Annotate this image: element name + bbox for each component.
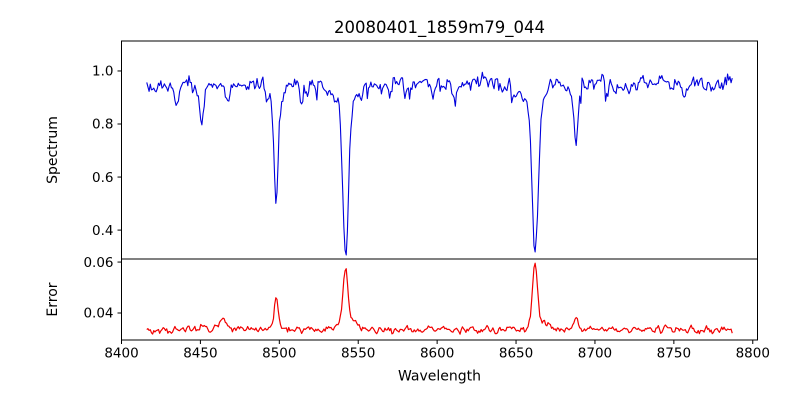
spectrum-y-tick-label: 0.8	[92, 117, 113, 133]
wavelength-x-tick-label: 8650	[499, 346, 533, 362]
spectrum-y-axis-label: Spectrum	[45, 116, 61, 184]
spectrum-y-tick-label: 0.6	[92, 170, 113, 186]
wavelength-x-axis-label: Wavelength	[398, 369, 481, 385]
spectrum-subplot-frame	[121, 40, 758, 260]
error-subplot-frame	[121, 258, 758, 341]
spectrum-y-tick-label: 1.0	[92, 64, 113, 80]
wavelength-x-tick-label: 8700	[578, 346, 612, 362]
wavelength-x-tick-label: 8450	[183, 346, 217, 362]
wavelength-x-tick-label: 8750	[657, 346, 691, 362]
error-y-tick-label: 0.04	[83, 306, 113, 322]
wavelength-x-tick-label: 8600	[420, 346, 454, 362]
error-y-tick-label: 0.06	[83, 255, 113, 271]
spectrum-y-tick-label: 0.4	[92, 223, 113, 239]
wavelength-x-tick-label: 8400	[104, 346, 138, 362]
error-line	[146, 262, 733, 335]
wavelength-x-tick-label: 8500	[262, 346, 296, 362]
wavelength-x-tick-label: 8550	[341, 346, 375, 362]
chart-title: 20080401_1859m79_044	[334, 18, 545, 38]
wavelength-x-tick-label: 8800	[736, 346, 770, 362]
error-y-axis-label: Error	[45, 282, 61, 316]
plot-content: 0.4 0.6 0.8 1.0 0.04 0.06 8400 8450 8500 8550 8600…	[83, 40, 770, 362]
spectrum-line	[146, 71, 733, 256]
